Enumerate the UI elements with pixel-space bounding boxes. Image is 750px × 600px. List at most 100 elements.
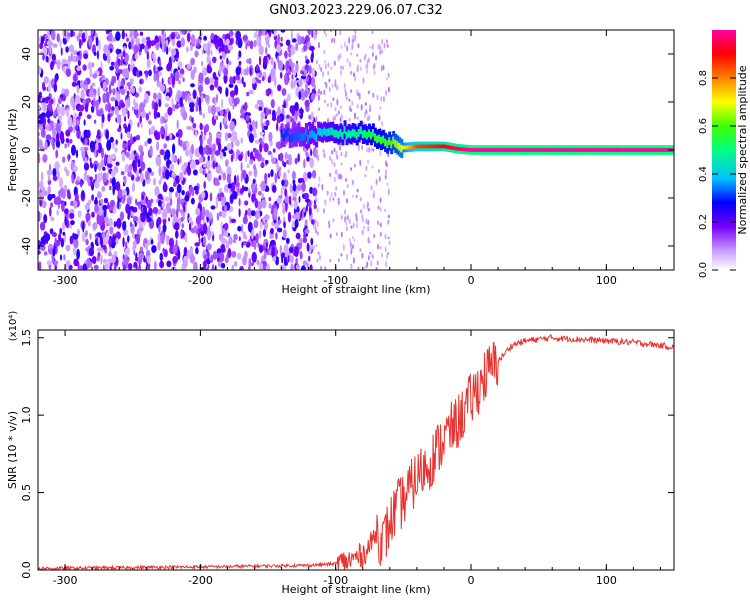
noise-cell xyxy=(233,98,238,107)
noise-cell xyxy=(306,156,310,162)
noise-cell xyxy=(326,103,329,107)
noise-cell xyxy=(309,157,315,169)
noise-cell xyxy=(204,94,210,103)
noise-cell xyxy=(273,207,278,219)
noise-cell xyxy=(272,109,276,118)
noise-cell xyxy=(228,236,233,245)
signal-cell xyxy=(463,147,467,152)
noise-cell xyxy=(340,152,343,157)
noise-cell xyxy=(387,214,390,219)
noise-cell xyxy=(381,252,383,258)
noise-cell xyxy=(239,267,243,270)
noise-cell xyxy=(165,46,169,55)
signal-cell xyxy=(503,148,507,152)
noise-cell xyxy=(155,42,160,51)
noise-cell xyxy=(266,186,270,192)
noise-cell xyxy=(258,106,263,111)
noise-cell xyxy=(182,143,186,151)
noise-cell xyxy=(348,238,351,243)
noise-cell xyxy=(277,84,282,92)
noise-cell xyxy=(371,52,374,57)
signal-cell xyxy=(501,148,505,152)
noise-cell xyxy=(138,86,143,93)
noise-cell xyxy=(141,37,146,45)
noise-cell xyxy=(220,169,224,176)
noise-cell xyxy=(163,143,168,149)
signal-cell xyxy=(327,128,331,136)
noise-cell xyxy=(258,55,262,66)
noise-cell xyxy=(169,198,173,207)
signal-cell xyxy=(534,148,538,152)
noise-cell xyxy=(112,88,116,96)
noise-cell xyxy=(340,65,343,70)
noise-cell xyxy=(86,114,92,120)
noise-cell xyxy=(64,143,67,149)
noise-cell xyxy=(122,142,126,150)
noise-cell xyxy=(66,107,70,118)
signal-cell xyxy=(311,130,314,138)
signal-cell xyxy=(499,148,503,152)
noise-cell xyxy=(387,188,390,196)
noise-cell xyxy=(331,150,334,155)
signal-cell xyxy=(542,148,546,152)
noise-cell xyxy=(152,52,156,60)
noise-cell xyxy=(206,50,210,57)
noise-cell xyxy=(64,88,69,97)
noise-cell xyxy=(40,128,46,138)
noise-cell xyxy=(236,174,240,184)
noise-cell xyxy=(281,179,285,187)
noise-cell xyxy=(318,88,320,95)
signal-cell xyxy=(512,148,515,152)
noise-cell xyxy=(185,141,190,149)
noise-cell xyxy=(172,255,178,264)
noise-cell xyxy=(214,265,217,270)
noise-cell xyxy=(342,243,345,251)
noise-cell xyxy=(52,248,56,257)
noise-cell xyxy=(260,180,266,192)
signal-cell xyxy=(378,134,381,143)
noise-cell xyxy=(177,94,180,100)
noise-cell xyxy=(379,149,382,157)
signal-cell xyxy=(438,144,442,149)
noise-cell xyxy=(337,197,340,201)
noise-cell xyxy=(268,203,272,209)
noise-cell xyxy=(100,254,103,265)
noise-cell xyxy=(153,92,157,101)
noise-cell xyxy=(232,76,236,84)
snr-line xyxy=(38,333,674,570)
signal-cell xyxy=(589,148,593,152)
x-tick-label: 0 xyxy=(468,274,475,287)
noise-cell xyxy=(353,72,355,78)
noise-cell xyxy=(182,260,188,268)
noise-cell xyxy=(224,124,229,130)
signal-cell xyxy=(420,144,424,149)
noise-cell xyxy=(158,71,162,77)
noise-cell xyxy=(282,160,285,166)
noise-cell xyxy=(53,83,58,93)
noise-cell xyxy=(366,59,369,65)
noise-cell xyxy=(57,97,63,105)
signal-cell xyxy=(617,148,621,152)
noise-cell xyxy=(218,64,222,76)
noise-cell xyxy=(373,62,376,69)
noise-cell xyxy=(91,211,95,218)
noise-cell xyxy=(238,198,241,207)
noise-cell xyxy=(363,225,366,230)
noise-cell xyxy=(296,184,302,192)
noise-cell xyxy=(51,53,56,61)
noise-cell xyxy=(202,146,206,155)
noise-cell xyxy=(40,244,46,252)
noise-cell xyxy=(265,119,270,127)
noise-cell xyxy=(296,206,300,214)
noise-cell xyxy=(204,173,208,178)
noise-cell xyxy=(53,110,56,118)
noise-cell xyxy=(199,31,203,37)
noise-cell xyxy=(139,246,144,253)
noise-cell xyxy=(48,174,51,182)
noise-cell xyxy=(219,55,223,60)
noise-cell xyxy=(352,244,354,250)
noise-cell xyxy=(42,103,48,112)
noise-cell xyxy=(272,148,276,153)
noise-cell xyxy=(328,86,331,92)
noise-cell xyxy=(93,51,97,56)
